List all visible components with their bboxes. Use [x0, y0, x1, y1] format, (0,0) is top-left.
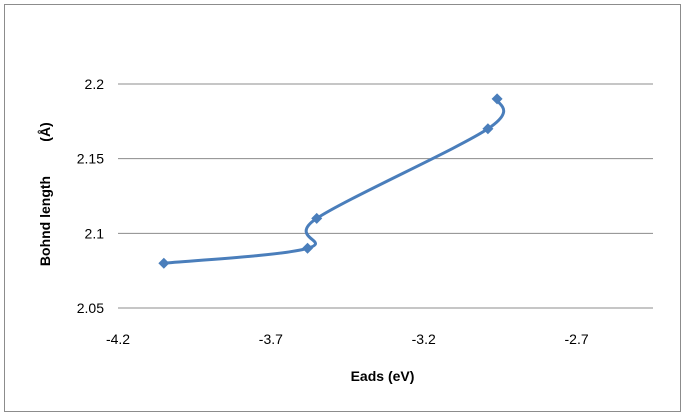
- y-axis-unit: (Å): [37, 122, 53, 141]
- x-tick-label: -2.7: [565, 331, 589, 347]
- x-tick-label: -3.2: [412, 331, 436, 347]
- gridlines: [118, 83, 653, 234]
- y-tick-label: 2.2: [85, 76, 105, 92]
- data-point: [491, 93, 503, 105]
- data-markers: [158, 93, 503, 269]
- data-point: [158, 257, 170, 269]
- x-tick-label: -3.7: [259, 331, 283, 347]
- y-axis-title: Bohnd length: [37, 176, 53, 266]
- y-tick-label: 2.15: [77, 151, 104, 167]
- x-axis-title: Eads (eV): [351, 368, 415, 384]
- data-point: [311, 212, 323, 224]
- y-tick-labels: 2.05 2.1 2.15 2.2: [77, 76, 104, 316]
- y-tick-label: 2.05: [77, 300, 104, 316]
- y-tick-label: 2.1: [85, 225, 105, 241]
- x-tick-labels: -4.2 -3.7 -3.2 -2.7: [106, 331, 589, 347]
- series-line: [162, 97, 506, 265]
- x-tick-label: -4.2: [106, 331, 130, 347]
- chart-frame: [4, 4, 681, 412]
- data-point: [302, 242, 314, 254]
- data-point: [482, 123, 494, 135]
